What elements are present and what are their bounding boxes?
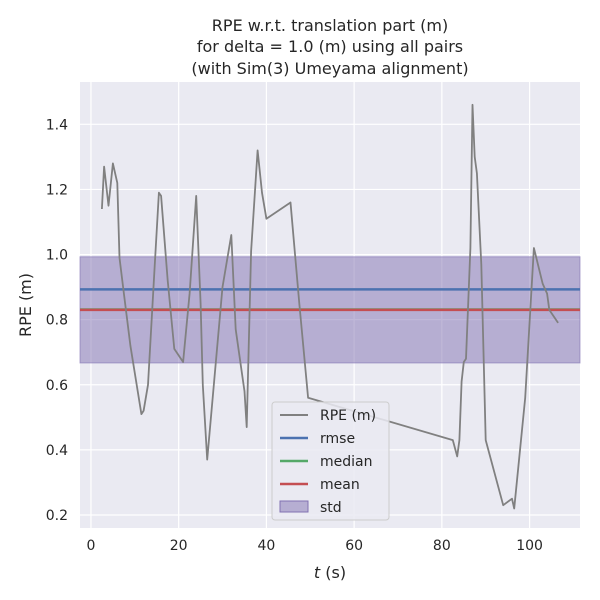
x-axis-label-var: t: [314, 563, 321, 582]
legend-label-rmse: rmse: [320, 431, 355, 447]
rpe-series-line: [101, 103, 559, 510]
x-tick-label-1: 20: [170, 538, 188, 554]
chart-title-line-1: RPE w.r.t. translation part (m): [212, 16, 448, 35]
legend-label-rpe: RPE (m): [320, 408, 376, 424]
legend-swatch-std: [279, 500, 309, 513]
y-tick-label-6: 1.4: [46, 117, 68, 133]
x-axis-label-unit: (s): [320, 563, 346, 582]
stat-lines-group: [80, 288, 580, 312]
y-tick-label-0: 0.2: [46, 508, 68, 524]
legend-box: [271, 401, 390, 521]
y-tick-label-5: 1.2: [46, 182, 68, 198]
x-tick-label-5: 100: [516, 538, 543, 554]
legend-label-median: median: [320, 454, 372, 470]
x-tick-labels: 0 20 40 60 80 100: [87, 538, 543, 554]
chart-title-line-2: for delta = 1.0 (m) using all pairs: [197, 37, 463, 56]
x-tick-label-3: 60: [345, 538, 363, 554]
y-tick-label-3: 0.8: [46, 313, 68, 329]
x-axis-label: t (s): [314, 563, 346, 582]
x-tick-label-2: 40: [257, 538, 275, 554]
y-axis-label: RPE (m): [16, 273, 35, 337]
legend: RPE (m) rmse median mean std: [271, 401, 390, 521]
y-tick-label-1: 0.4: [46, 443, 68, 459]
series-group: [101, 103, 559, 510]
y-tick-label-2: 0.6: [46, 378, 68, 394]
legend-label-mean: mean: [320, 477, 360, 493]
y-tick-labels: 0.2 0.4 0.6 0.8 1.0 1.2 1.4: [46, 117, 68, 524]
x-tick-label-0: 0: [87, 538, 96, 554]
legend-label-std: std: [320, 500, 342, 516]
chart-title-line-3: (with Sim(3) Umeyama alignment): [191, 59, 468, 78]
x-tick-label-4: 80: [433, 538, 451, 554]
y-tick-label-4: 1.0: [46, 248, 68, 264]
